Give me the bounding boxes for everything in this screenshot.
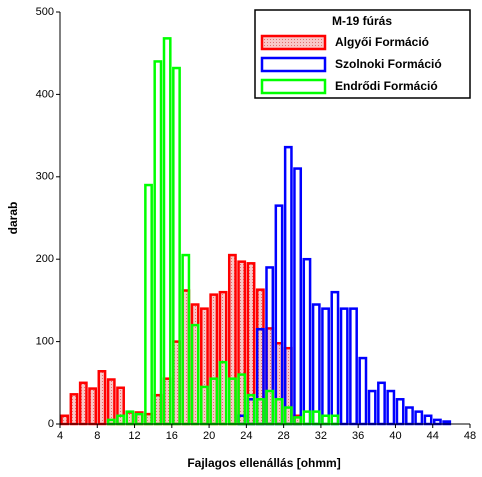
x-tick-label: 48 (464, 430, 476, 442)
bar (302, 410, 312, 426)
bar (97, 370, 107, 426)
bar (153, 60, 163, 426)
bar (377, 381, 386, 426)
bar (339, 307, 349, 426)
legend-label: Algyői Formáció (335, 35, 429, 49)
bar (330, 414, 340, 426)
legend-swatch (260, 34, 327, 51)
x-tick-label: 24 (240, 430, 252, 442)
y-tick-label: 200 (36, 253, 54, 265)
x-tick-label: 44 (427, 430, 439, 442)
bar (60, 414, 70, 426)
bar (386, 389, 396, 426)
x-tick-label: 4 (57, 430, 63, 442)
y-tick-label: 500 (36, 6, 54, 18)
bar (69, 393, 79, 426)
y-tick-label: 100 (36, 336, 54, 348)
legend-label: Szolnoki Formáció (335, 57, 442, 71)
bar (405, 406, 414, 426)
x-axis-label: Fajlagos ellenállás [ohmm] (187, 456, 340, 470)
x-tick-label: 16 (166, 430, 178, 442)
x-tick-label: 8 (94, 430, 100, 442)
bar (321, 307, 330, 426)
legend-box (254, 9, 471, 99)
y-axis-label: darab (6, 202, 20, 235)
bar (106, 378, 116, 426)
x-tick-label: 12 (128, 430, 140, 442)
bar (88, 387, 98, 426)
bar (330, 290, 340, 426)
y-tick-label: 0 (48, 418, 54, 430)
bar (414, 410, 424, 426)
bar (78, 381, 88, 426)
bar (358, 356, 368, 426)
bar (432, 418, 442, 426)
x-tick-label: 20 (203, 430, 215, 442)
x-tick-label: 40 (389, 430, 401, 442)
legend-title: M-19 fúrás (332, 14, 392, 28)
bar (395, 398, 405, 426)
bar (321, 414, 330, 426)
bar (311, 410, 321, 426)
legend-swatch (260, 78, 327, 95)
bar (293, 167, 303, 426)
bar (311, 303, 321, 426)
bar (423, 414, 433, 426)
x-tick-label: 32 (315, 430, 327, 442)
legend-swatch (260, 56, 327, 73)
x-tick-label: 28 (278, 430, 290, 442)
y-tick-label: 300 (36, 171, 54, 183)
x-tick-label: 36 (352, 430, 364, 442)
bar (302, 257, 312, 426)
bar (144, 183, 153, 426)
bar (349, 307, 358, 426)
bar (367, 389, 377, 426)
legend-label: Endrődi Formáció (335, 79, 438, 93)
y-tick-label: 400 (36, 88, 54, 100)
bar (162, 37, 172, 426)
